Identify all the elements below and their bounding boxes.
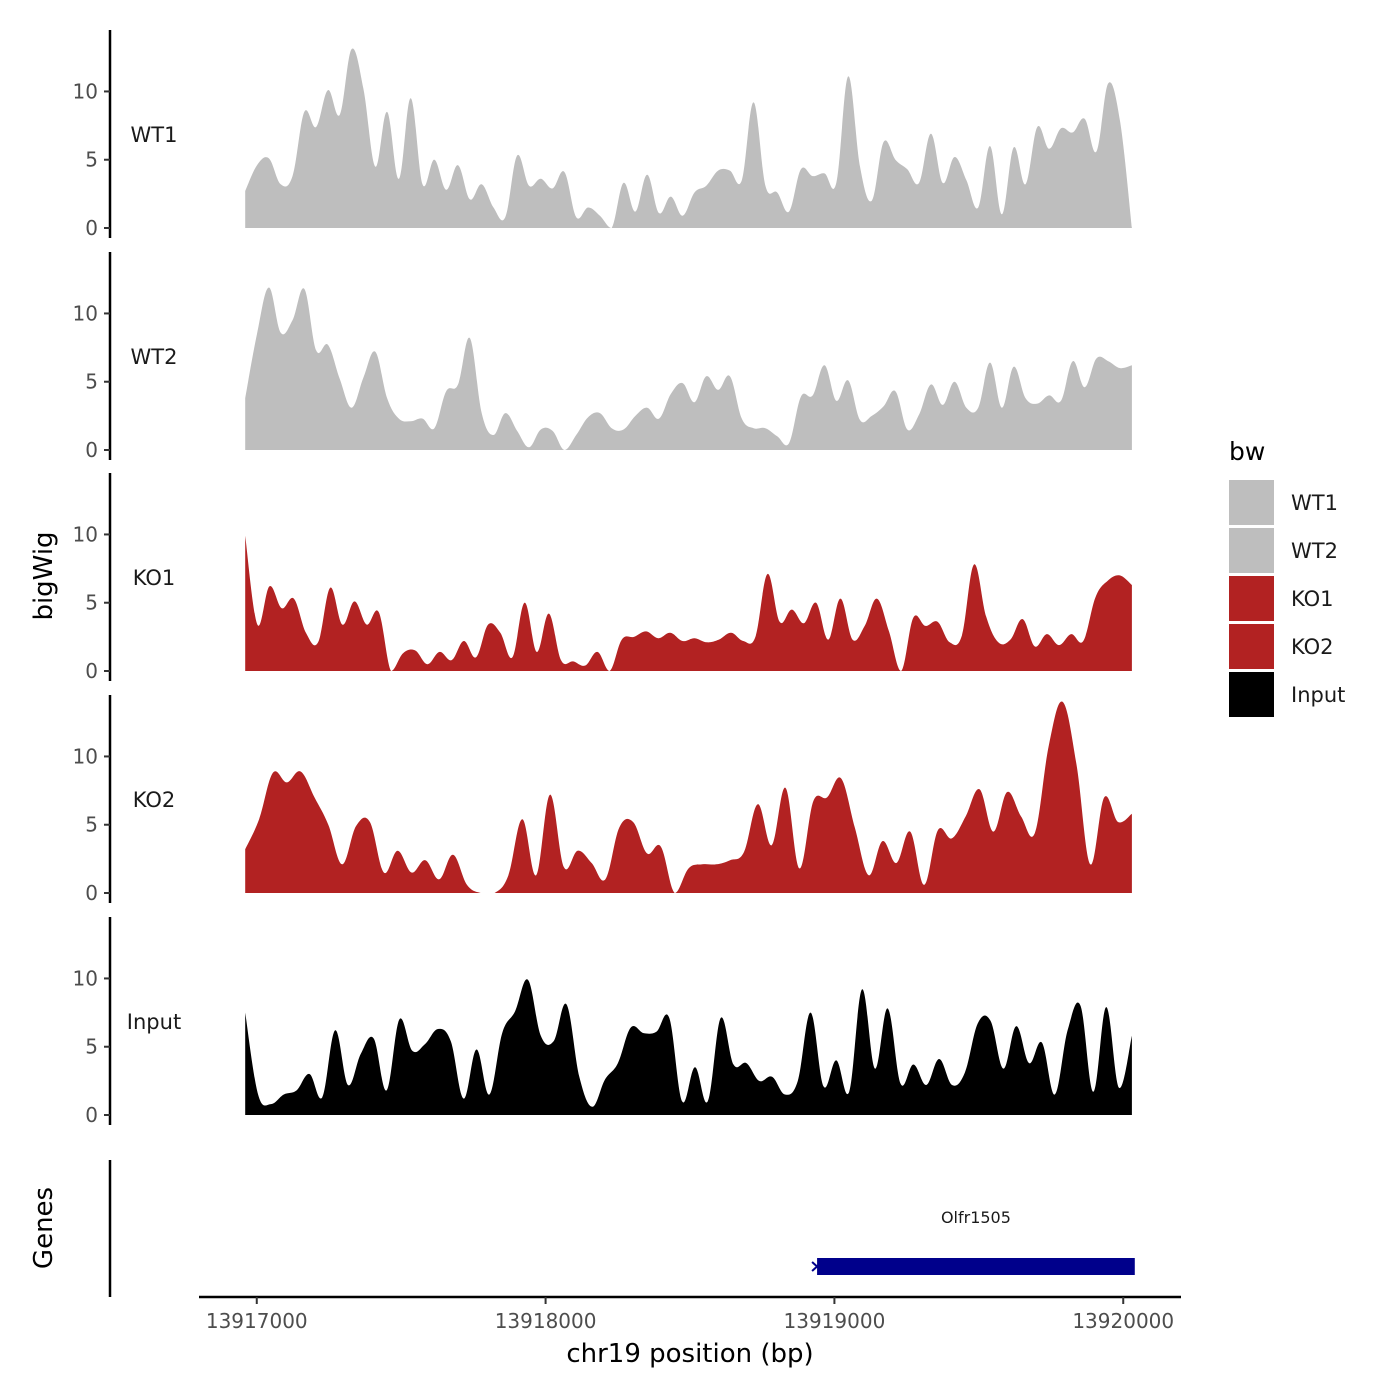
- track-label-wt1: WT1: [131, 123, 178, 147]
- y-tick-label: 5: [85, 148, 98, 172]
- gene-body: [817, 1258, 1135, 1275]
- track-ko1: KO1 0 5 10: [73, 473, 1132, 683]
- x-tick-label: 13917000: [206, 1309, 308, 1333]
- legend-swatch: [1229, 672, 1274, 717]
- legend-swatch: [1229, 528, 1274, 573]
- legend-swatch: [1229, 480, 1274, 525]
- x-tick-label: 13919000: [784, 1309, 886, 1333]
- y-axis-title: bigWig: [29, 531, 59, 620]
- x-axis-title: chr19 position (bp): [566, 1339, 813, 1369]
- legend-label: KO2: [1291, 635, 1334, 659]
- legend-swatch: [1229, 576, 1274, 621]
- track-wt1: WT1 0 5 10: [73, 30, 1132, 240]
- genes-axis-title: Genes: [29, 1187, 59, 1269]
- area-ko2: [245, 701, 1132, 893]
- y-tick-label: 5: [85, 1035, 98, 1059]
- legend-item-wt1: WT1: [1229, 480, 1338, 525]
- genes-layer: Olfr1505: [108, 1160, 1135, 1297]
- legend-item-ko2: KO2: [1229, 624, 1334, 669]
- area-input: [245, 979, 1132, 1115]
- y-tick-label: 10: [73, 744, 98, 768]
- legend-swatch: [1229, 624, 1274, 669]
- legend-label: WT2: [1291, 539, 1338, 563]
- y-tick-label: 0: [85, 881, 98, 905]
- y-tick-label: 0: [85, 216, 98, 240]
- legend-label: Input: [1291, 683, 1345, 707]
- legend-item-input: Input: [1229, 672, 1345, 717]
- track-wt2: WT2 0 5 10: [73, 252, 1132, 462]
- area-wt2: [245, 287, 1132, 450]
- y-tick-label: 10: [73, 522, 98, 546]
- y-tick-label: 10: [73, 79, 98, 103]
- legend-label: KO1: [1291, 587, 1334, 611]
- tracks-layer: WT1 0 5 10 WT2 0 5 10 KO1 0 5 10 KO2 0 5 10 Input 0 5 10: [73, 30, 1132, 1127]
- area-wt1: [245, 48, 1132, 229]
- track-label-ko1: KO1: [133, 566, 176, 590]
- track-input: Input 0 5 10: [73, 917, 1132, 1127]
- y-tick-label: 0: [85, 1103, 98, 1127]
- track-label-ko2: KO2: [133, 788, 176, 812]
- y-tick-label: 0: [85, 438, 98, 462]
- track-label-input: Input: [127, 1010, 181, 1034]
- gene-olfr1505: Olfr1505: [811, 1208, 1135, 1275]
- legend: bw WT1 WT2 KO1 KO2 Input: [1229, 437, 1345, 717]
- legend-title: bw: [1229, 437, 1265, 466]
- x-tick-label: 13918000: [495, 1309, 597, 1333]
- y-tick-label: 5: [85, 370, 98, 394]
- legend-item-ko1: KO1: [1229, 576, 1334, 621]
- area-ko1: [245, 535, 1132, 671]
- legend-item-wt2: WT2: [1229, 528, 1338, 573]
- track-label-wt2: WT2: [131, 345, 178, 369]
- y-tick-label: 5: [85, 813, 98, 837]
- legend-label: WT1: [1291, 491, 1338, 515]
- y-tick-label: 0: [85, 659, 98, 683]
- gene-label: Olfr1505: [941, 1208, 1011, 1227]
- y-tick-label: 10: [73, 301, 98, 325]
- legend-items: WT1 WT2 KO1 KO2 Input: [1229, 480, 1345, 717]
- y-tick-label: 10: [73, 966, 98, 990]
- x-tick-label: 13920000: [1072, 1309, 1174, 1333]
- gene-strand-mark: [811, 1261, 823, 1272]
- y-tick-label: 5: [85, 591, 98, 615]
- x-axis: 13917000 13918000 13919000 13920000: [199, 1295, 1181, 1333]
- track-ko2: KO2 0 5 10: [73, 695, 1132, 905]
